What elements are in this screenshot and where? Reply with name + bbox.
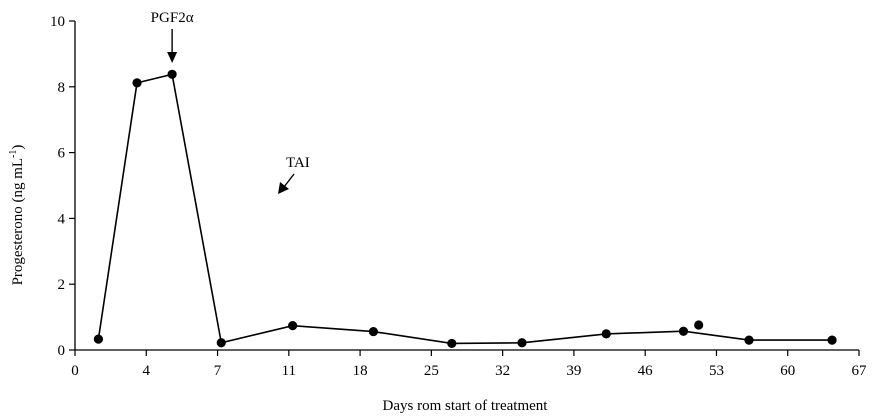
y-axis-title-superscript: -1	[8, 150, 19, 158]
y-axis-title-main: Progesterono (ng mL	[10, 158, 26, 285]
data-point	[601, 329, 611, 339]
annotation-label: PGF2α	[151, 10, 194, 26]
x-tick-label: 53	[709, 363, 724, 379]
annotation-label: TAI	[286, 155, 310, 171]
x-axis-title: Days rom start of treatment	[383, 398, 549, 414]
y-axis-title: Progesterono (ng mL-1)	[8, 145, 26, 286]
x-tick-label: 7	[214, 363, 222, 379]
y-tick-label: 4	[58, 211, 66, 227]
data-point	[216, 338, 226, 348]
data-point	[167, 69, 177, 79]
series-path	[97, 73, 833, 345]
data-point	[447, 338, 457, 349]
annotation-arrowhead	[278, 182, 289, 194]
x-tick-label: 18	[353, 363, 368, 379]
x-tick-label: 46	[638, 363, 654, 379]
y-tick-label: 6	[58, 146, 66, 162]
data-point	[288, 321, 298, 331]
data-points	[93, 69, 837, 349]
x-tick-label: 4	[143, 363, 151, 379]
x-tick-label: 39	[566, 363, 581, 379]
x-axis-ticks: 0 4 7 11 18 25 32 39 46 53 60 67	[71, 350, 867, 379]
x-tick-label: 25	[424, 363, 439, 379]
data-point	[368, 326, 378, 337]
x-tick-label: 32	[495, 363, 510, 379]
data-point-extra	[694, 320, 704, 330]
x-tick-label: 60	[780, 363, 795, 379]
y-tick-label: 0	[58, 343, 66, 359]
y-tick-label: 2	[58, 277, 66, 293]
y-tick-label: 10	[50, 14, 65, 30]
y-tick-label: 8	[58, 80, 66, 96]
data-point	[827, 335, 837, 345]
y-axis-ticks: 0 2 4 6 8 10	[50, 14, 75, 359]
annotation-arrow-shaft	[283, 173, 295, 188]
axes	[74, 21, 859, 351]
x-tick-label: 0	[71, 363, 79, 379]
data-point	[678, 326, 689, 336]
x-tick-label: 67	[852, 363, 868, 379]
y-axis-title-close: )	[10, 145, 26, 150]
data-point	[93, 334, 104, 344]
annotation-arrowhead	[167, 52, 178, 63]
data-point	[132, 78, 142, 88]
data-point	[744, 335, 754, 345]
data-point	[517, 338, 527, 348]
x-tick-label: 11	[282, 363, 296, 379]
series-line	[97, 73, 833, 345]
annotations: PGF2α TAI	[151, 10, 310, 194]
